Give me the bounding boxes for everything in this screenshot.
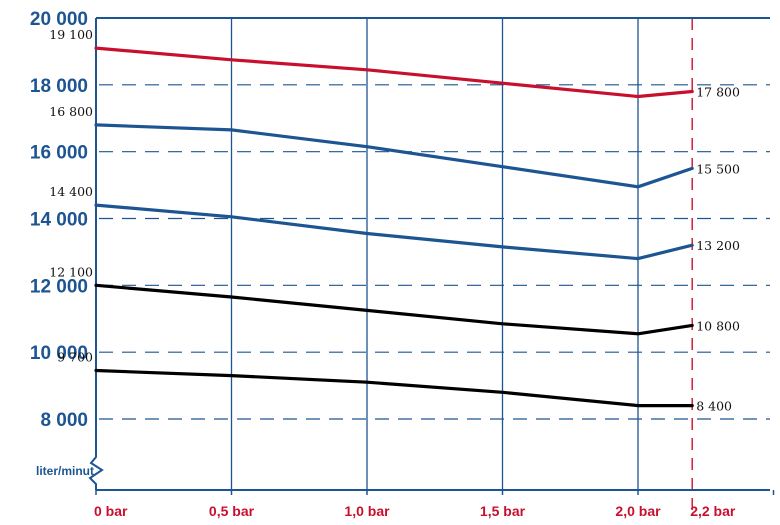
- y-tick-label: 8 000: [40, 410, 88, 431]
- y-axis-line-with-break: [88, 18, 104, 490]
- series-end-label: 17 800: [696, 85, 740, 100]
- series-start-label: 12 100: [49, 264, 93, 279]
- series-end-label: 15 500: [696, 161, 740, 176]
- series-end-label: 10 800: [696, 318, 740, 333]
- y-tick-label: 18 000: [30, 76, 88, 97]
- grid: [99, 18, 770, 512]
- y-tick-label: 14 000: [30, 210, 88, 231]
- series-line: [94, 368, 694, 408]
- series-end-label: 13 200: [696, 238, 740, 253]
- series-group: [94, 46, 694, 408]
- y-tick-label: 16 000: [30, 143, 88, 164]
- y-tick-label: 20 000: [30, 9, 88, 30]
- series-line: [94, 283, 694, 336]
- series-line: [94, 46, 694, 99]
- series-start-label: 14 400: [49, 184, 93, 199]
- x-tick-label: 2,2 bar: [690, 503, 736, 519]
- y-axis-label: liter/minut: [36, 464, 94, 478]
- x-tick-label: 1,5 bar: [480, 503, 526, 519]
- series-start-label: 19 100: [49, 27, 93, 42]
- y-tick-label: 10 000: [30, 343, 88, 364]
- series-start-label: 9 700: [57, 350, 93, 365]
- series-start-label: 16 800: [49, 104, 93, 119]
- x-tick-label: 0,5 bar: [209, 503, 255, 519]
- x-tick-label: 2,0 bar: [615, 503, 661, 519]
- axes: 20 000 18 000 16 000 14 000 12 000 10 000 8 00…: [30, 9, 775, 519]
- series-end-label: 8 400: [696, 399, 732, 414]
- series-line: [94, 123, 694, 189]
- series-line: [94, 203, 694, 261]
- x-tick-label: 0 bar: [94, 503, 128, 519]
- label-group: 19 100 17 800 16 800 15 500 14 400 13 200 12 1…: [49, 27, 740, 414]
- y-tick-label: 12 000: [30, 276, 88, 297]
- x-tick-label: 1,0 bar: [344, 503, 390, 519]
